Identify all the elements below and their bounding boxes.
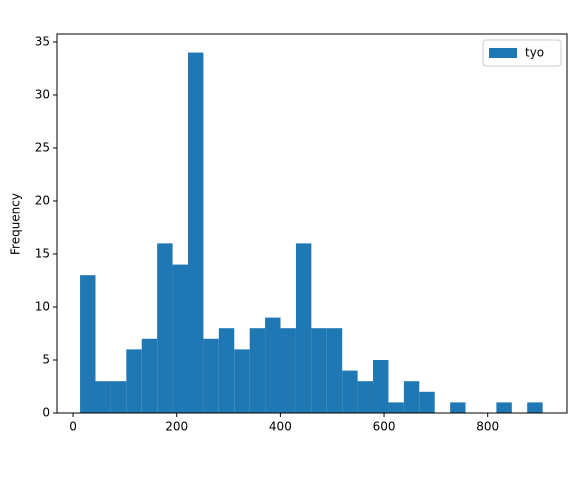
y-tick-label: 15 xyxy=(35,246,50,260)
bar xyxy=(110,381,127,413)
bar xyxy=(295,243,312,413)
bar xyxy=(126,349,142,413)
bar xyxy=(234,349,250,413)
bar xyxy=(249,328,266,413)
bar xyxy=(203,338,219,413)
legend-swatch xyxy=(489,48,517,58)
bar xyxy=(172,264,188,413)
y-tick-label: 10 xyxy=(35,299,50,313)
bar xyxy=(157,243,173,413)
y-tick-label: 5 xyxy=(42,352,50,366)
legend-box xyxy=(482,39,562,67)
legend-label: tyo xyxy=(525,46,544,60)
bar xyxy=(265,317,281,413)
bar xyxy=(326,328,343,413)
bar xyxy=(373,359,389,413)
bar xyxy=(450,402,466,413)
x-tick-label: 600 xyxy=(373,420,396,434)
bar xyxy=(388,402,404,413)
bar xyxy=(403,381,420,413)
bar xyxy=(342,370,358,413)
bar xyxy=(280,328,296,413)
y-tick-label: 35 xyxy=(35,34,50,48)
x-tick-label: 800 xyxy=(476,420,499,434)
bar xyxy=(187,52,204,413)
x-tick-label: 200 xyxy=(165,420,188,434)
bar xyxy=(419,391,435,413)
bar xyxy=(80,275,96,413)
x-tick-label: 400 xyxy=(269,420,292,434)
y-tick-label: 25 xyxy=(35,140,50,154)
y-tick-label: 30 xyxy=(35,87,50,101)
bar xyxy=(95,381,111,413)
bar xyxy=(527,402,543,413)
y-axis-label: Frequency xyxy=(9,193,23,255)
y-tick-label: 20 xyxy=(35,193,50,207)
bar xyxy=(311,328,327,413)
plot-frame xyxy=(56,33,568,414)
x-tick-label: 0 xyxy=(69,420,77,434)
bar xyxy=(218,328,235,413)
bar xyxy=(496,402,512,413)
bar xyxy=(357,381,374,413)
bar xyxy=(141,338,158,413)
y-tick-label: 0 xyxy=(42,406,50,420)
